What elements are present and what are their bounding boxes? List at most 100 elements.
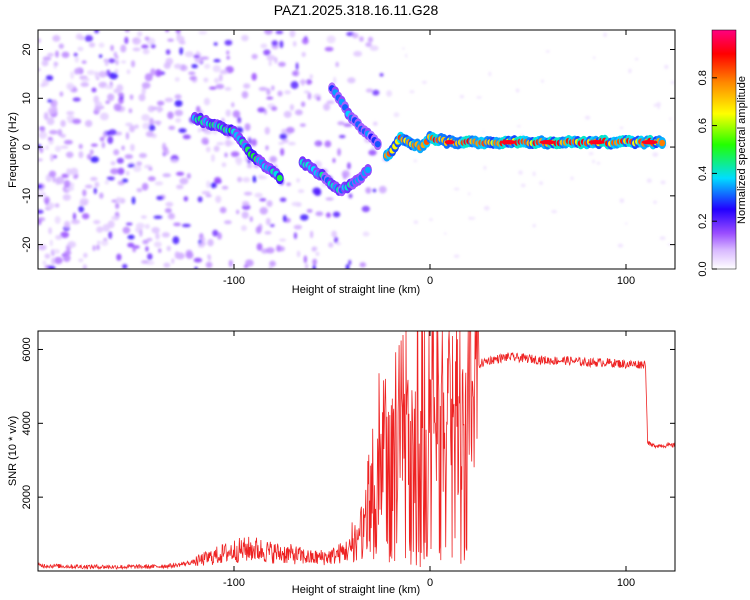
noise-speckle (52, 249, 61, 254)
noise-speckle (257, 174, 264, 180)
noise-speckle (393, 112, 400, 118)
noise-speckle (89, 149, 94, 155)
noise-speckle (296, 250, 301, 258)
noise-speckle (147, 253, 153, 261)
noise-speckle (429, 218, 433, 221)
noise-speckle (138, 93, 146, 102)
noise-speckle (279, 133, 288, 140)
noise-speckle (63, 179, 71, 188)
noise-speckle (293, 232, 298, 240)
noise-speckle (347, 77, 356, 84)
noise-speckle (280, 148, 285, 156)
noise-speckle (210, 182, 217, 189)
noise-speckle (259, 206, 268, 215)
noise-speckle (299, 80, 308, 84)
ridge-core (374, 140, 381, 148)
noise-speckle (78, 258, 84, 263)
noise-speckle (660, 180, 666, 185)
noise-speckle (309, 230, 314, 239)
y-tick-label: 10 (21, 92, 33, 104)
noise-speckle (260, 43, 268, 49)
noise-speckle (132, 246, 137, 253)
noise-speckle (332, 157, 336, 163)
noise-speckle (193, 257, 203, 263)
noise-speckle (142, 48, 150, 55)
ridge-hotspot (539, 139, 556, 145)
noise-speckle (294, 109, 303, 116)
noise-speckle (174, 109, 184, 117)
noise-speckle (226, 50, 230, 55)
noise-speckle (38, 209, 44, 214)
noise-speckle (38, 131, 48, 139)
noise-speckle (244, 123, 251, 131)
noise-speckle (47, 265, 56, 269)
noise-speckle (48, 227, 53, 235)
noise-speckle (115, 59, 119, 66)
noise-speckle (103, 237, 108, 242)
noise-speckle (170, 159, 179, 163)
noise-speckle (113, 51, 118, 58)
noise-speckle (333, 76, 337, 85)
noise-speckle (224, 152, 228, 158)
noise-speckle (52, 155, 57, 159)
noise-speckle (132, 47, 141, 52)
noise-speckle (100, 240, 109, 247)
colorbar-tick-label: 0.0 (697, 261, 709, 276)
noise-speckle (145, 131, 154, 138)
noise-speckle (55, 50, 59, 58)
noise-speckles (38, 30, 675, 269)
noise-speckle (113, 103, 122, 112)
noise-speckle (129, 94, 134, 100)
noise-speckle (51, 99, 58, 108)
noise-speckle (444, 232, 447, 235)
noise-speckle (482, 130, 485, 133)
noise-speckle (38, 158, 43, 162)
noise-speckle (488, 71, 492, 77)
noise-speckle (121, 178, 129, 183)
noise-speckle (372, 121, 378, 126)
colorbar: 0.0 0.2 0.4 0.6 0.8 Normalized spectral ampl… (697, 29, 748, 277)
noise-speckle (369, 45, 379, 51)
noise-speckle (54, 216, 61, 224)
noise-speckle (81, 60, 87, 64)
noise-speckle (171, 258, 175, 264)
noise-speckle (38, 244, 47, 251)
noise-speckle (115, 196, 122, 204)
spectrogram-xlabel: Height of straight line (km) (292, 284, 420, 296)
noise-speckle (402, 47, 405, 50)
noise-speckle (453, 254, 460, 258)
snr-frame (37, 330, 676, 572)
noise-speckle (77, 46, 84, 52)
noise-speckle (173, 222, 181, 227)
noise-speckle (141, 260, 149, 264)
noise-speckle (99, 112, 109, 121)
noise-speckle (236, 209, 240, 215)
noise-speckle (325, 212, 331, 218)
noise-speckle (128, 108, 133, 114)
noise-speckle (359, 262, 367, 268)
noise-speckle (291, 201, 301, 207)
noise-speckle (346, 162, 351, 170)
noise-speckle (667, 243, 671, 246)
noise-speckle (241, 225, 247, 232)
noise-speckle (141, 87, 146, 95)
y-tick-label: -10 (21, 188, 33, 204)
noise-speckle (93, 95, 100, 104)
noise-speckle (158, 248, 162, 253)
noise-speckle (307, 92, 312, 100)
noise-speckle (38, 38, 41, 43)
noise-speckle (86, 153, 92, 160)
noise-speckle (224, 39, 233, 46)
noise-speckle (332, 211, 341, 218)
noise-speckle (483, 165, 487, 170)
noise-speckle (197, 196, 203, 203)
noise-speckle (69, 167, 79, 176)
noise-speckle (174, 99, 183, 107)
noise-speckle (156, 195, 164, 201)
noise-speckle (237, 116, 242, 124)
noise-speckle (165, 30, 170, 33)
noise-speckle (152, 120, 162, 125)
noise-speckle (60, 145, 69, 149)
noise-speckle (93, 219, 101, 225)
noise-speckle (228, 259, 233, 268)
